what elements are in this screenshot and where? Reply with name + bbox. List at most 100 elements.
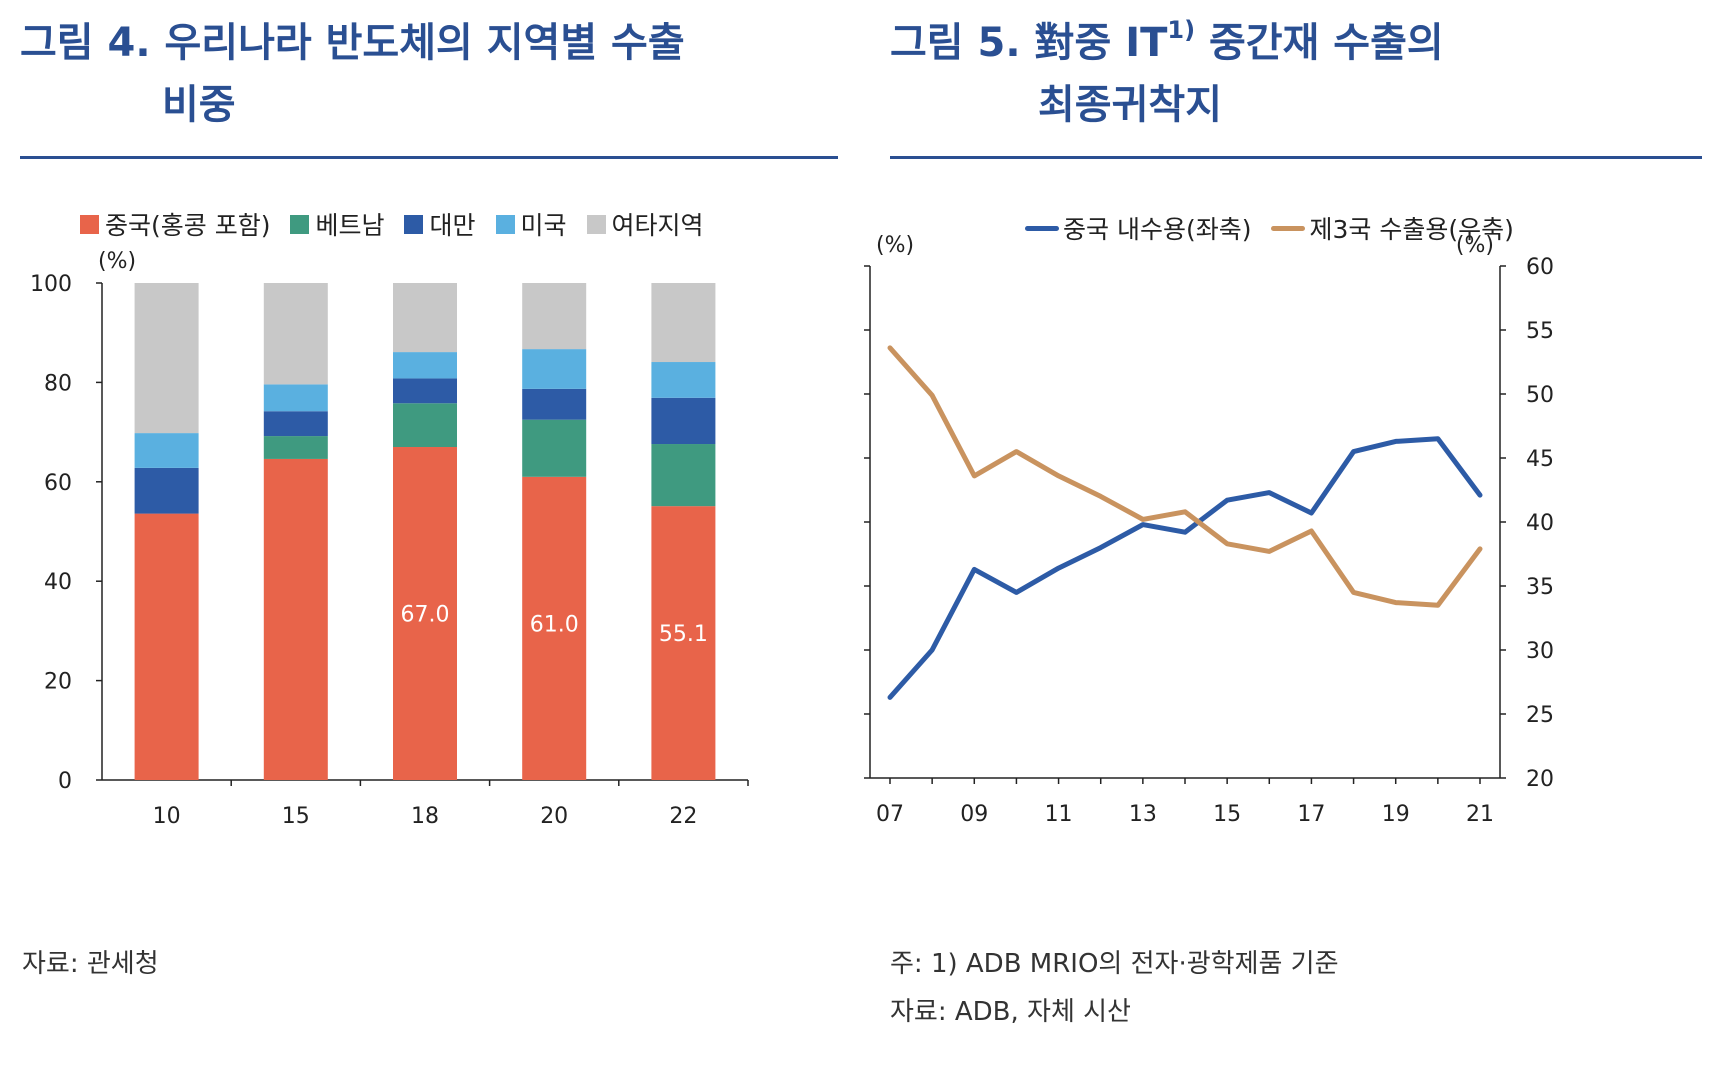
- figure-5-legend: 중국 내수용(좌축) 제3국 수출용(우축): [1025, 210, 1534, 246]
- legend-item-domestic-label: 중국 내수용(좌축): [1063, 215, 1252, 244]
- figure-5-title-line2: 최종귀착지: [1038, 82, 1222, 128]
- figure-4-title-line2: 비중: [162, 82, 236, 128]
- legend-item-china-label: 중국(홍콩 포함): [105, 211, 271, 240]
- bar-others-22: [651, 283, 716, 363]
- bar-others-15: [263, 283, 328, 385]
- legend-item-china-swatch: [80, 214, 99, 234]
- y-tick-label: 0: [58, 769, 72, 794]
- bar-taiwan-20: [522, 388, 587, 420]
- y-tick-label: 40: [44, 570, 72, 595]
- figure-5-chart: (%)(%)4045505560657075802025303540455055…: [864, 233, 1554, 827]
- bar-china-22: [651, 506, 716, 780]
- x-tick-label: 18: [411, 804, 439, 829]
- bar-china-15: [263, 458, 328, 780]
- y-tick-label: 80: [44, 371, 72, 396]
- x-tick-label: 10: [153, 804, 181, 829]
- bar-china-10: [134, 513, 199, 780]
- legend-item-vietnam-label: 베트남: [315, 211, 385, 240]
- legend-item-china: 중국(홍콩 포함): [80, 206, 270, 242]
- legend-item-others-label: 여타지역: [611, 211, 704, 240]
- figure-4-chart: (%) 0 20 40 60 80 100 10 15 18 67.0 20 61.0 22 55.1: [30, 249, 749, 829]
- series-line-third: [887, 345, 1483, 608]
- bar-usa-15: [263, 384, 328, 412]
- legend-item-taiwan: 대만: [404, 206, 476, 242]
- y-tick-label: 60: [44, 471, 72, 496]
- bar-usa-22: [651, 362, 716, 398]
- bar-others-18: [393, 283, 457, 353]
- bar-china-20: [522, 476, 587, 780]
- bar-taiwan-15: [263, 411, 328, 437]
- legend-item-taiwan-label: 대만: [429, 211, 476, 240]
- series-line-domestic: [887, 436, 1483, 700]
- bar-others-20: [522, 283, 587, 350]
- y-axis-unit: (%): [98, 249, 136, 274]
- bar-taiwan-18: [393, 378, 457, 404]
- y-right-tick-label: 60: [1526, 255, 1554, 280]
- bar-china-18: [393, 447, 457, 780]
- legend-item-taiwan-swatch: [404, 214, 424, 234]
- figure-5-title-prefix: 그림 5. 對중 IT: [890, 20, 1168, 66]
- figure-5-panel: 그림 5. 對중 IT1) 중간재 수출의 최종귀착지 중국 내수용(좌축) 제3…: [864, 0, 1722, 1088]
- x-tick-label: 07: [876, 802, 904, 827]
- bar-vietnam-15: [263, 436, 328, 459]
- legend-item-others-swatch: [586, 214, 606, 234]
- y-axis-right-unit: (%): [1456, 233, 1494, 258]
- bar-usa-20: [522, 349, 587, 389]
- y-right-tick-label: 45: [1526, 447, 1554, 472]
- figure-5-title-footnote-mark: 1): [1167, 16, 1196, 44]
- y-axis-left-unit: (%): [876, 233, 914, 258]
- x-tick-label: 21: [1466, 802, 1494, 827]
- bar-vietnam-20: [522, 419, 587, 477]
- figure-4-title: 그림 4. 우리나라 반도체의 지역별 수출 비중: [20, 12, 685, 136]
- figure-5-title-line1: 그림 5. 對중 IT1) 중간재 수출의: [890, 12, 1444, 74]
- bar-usa-18: [393, 352, 457, 379]
- y-right-tick-label: 30: [1526, 639, 1554, 664]
- x-tick-label: 09: [960, 802, 988, 827]
- figure-4-source: 자료: 관세청: [22, 949, 159, 979]
- x-tick-label: 11: [1045, 802, 1073, 827]
- bar-data-label: 61.0: [530, 612, 579, 637]
- x-tick-label: 20: [540, 804, 568, 829]
- bar-vietnam-22: [651, 444, 716, 507]
- legend-item-usa-label: 미국: [520, 211, 567, 240]
- figure-5-source: 자료: ADB, 자체 시산: [890, 997, 1131, 1027]
- legend-item-vietnam: 베트남: [290, 206, 384, 242]
- bar-data-label: 55.1: [659, 622, 708, 647]
- y-right-tick-label: 35: [1526, 575, 1554, 600]
- legend-item-usa: 미국: [495, 206, 567, 242]
- figure-4-panel: 그림 4. 우리나라 반도체의 지역별 수출 비중 중국(홍콩 포함) 베트남 대만…: [0, 0, 860, 1088]
- bar-taiwan-22: [651, 397, 716, 445]
- figure-4-legend: 중국(홍콩 포함) 베트남 대만 미국 여타지역: [80, 206, 724, 242]
- figure-5-title-rule: [890, 156, 1702, 159]
- figure-5-footnote: 주: 1) ADB MRIO의 전자·광학제품 기준: [890, 949, 1339, 979]
- bar-data-label: 67.0: [401, 602, 450, 627]
- y-right-tick-label: 55: [1526, 319, 1554, 344]
- legend-item-domestic: 중국 내수용(좌축): [1025, 210, 1251, 246]
- y-right-tick-label: 20: [1526, 767, 1554, 792]
- y-right-tick-label: 50: [1526, 383, 1554, 408]
- bar-others-10: [134, 283, 199, 434]
- legend-item-third-swatch: [1271, 225, 1306, 231]
- figure-4-title-rule: [20, 156, 838, 159]
- bar-vietnam-18: [393, 403, 457, 448]
- y-right-tick-label: 25: [1526, 703, 1554, 728]
- figure-4-title-line1: 그림 4. 우리나라 반도체의 지역별 수출: [20, 20, 685, 66]
- figure-5-title-suffix: 중간재 수출의: [1195, 20, 1444, 66]
- legend-item-third-label: 제3국 수출용(우축): [1309, 215, 1514, 244]
- x-tick-label: 22: [669, 804, 697, 829]
- x-tick-label: 13: [1129, 802, 1157, 827]
- x-tick-label: 17: [1297, 802, 1325, 827]
- x-tick-label: 19: [1382, 802, 1410, 827]
- legend-item-domestic-swatch: [1025, 225, 1059, 231]
- bar-taiwan-10: [134, 467, 199, 514]
- figure-5-title: 그림 5. 對중 IT1) 중간재 수출의 최종귀착지: [890, 12, 1444, 136]
- legend-item-others: 여타지역: [586, 206, 704, 242]
- bar-usa-10: [134, 433, 199, 468]
- y-tick-label: 100: [30, 272, 72, 297]
- y-tick-label: 20: [44, 670, 72, 695]
- legend-item-vietnam-swatch: [290, 214, 310, 234]
- x-tick-label: 15: [1213, 802, 1241, 827]
- y-right-tick-label: 40: [1526, 511, 1554, 536]
- legend-item-third: 제3국 수출용(우축): [1271, 210, 1514, 246]
- x-tick-label: 15: [282, 804, 310, 829]
